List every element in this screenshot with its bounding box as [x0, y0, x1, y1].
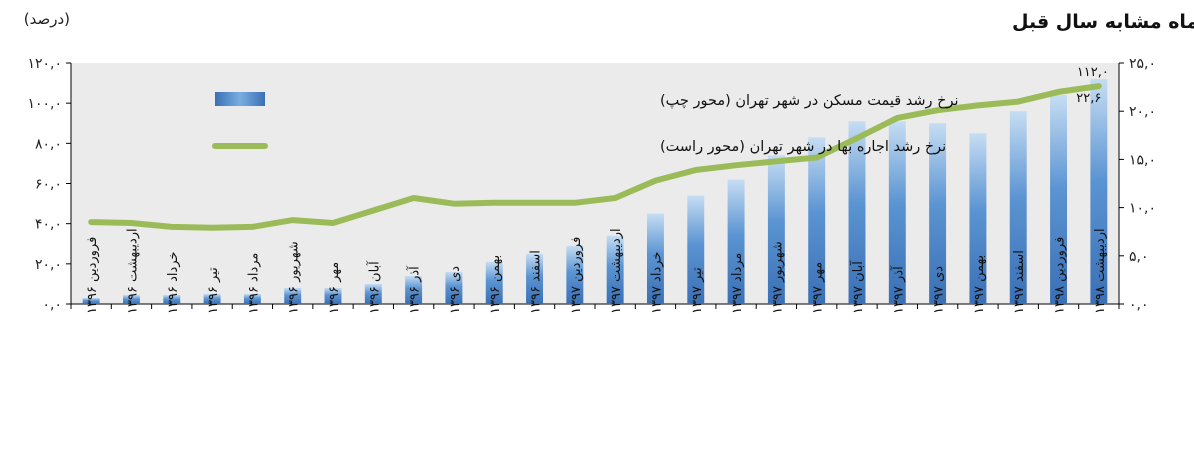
- x-category-label: آذر ۱۳۹۷: [889, 265, 906, 314]
- x-category-label: دی ۱۳۹۶: [448, 266, 463, 314]
- chart-title: روند رشد ماهانه قیمت مسکن و اجاره‌بها در…: [1012, 11, 1194, 33]
- bar: [324, 287, 342, 304]
- x-category-label: بهمن ۱۳۹۶: [488, 255, 503, 314]
- bar-series: [82, 79, 1108, 304]
- right-axis: ۰,۰ ۵,۰ ۱۰,۰ ۱۵,۰ ۲۰,۰ ۲۵,۰: [1118, 56, 1156, 313]
- left-tick-label: ۰,۰: [43, 297, 63, 313]
- legend-swatch-bar: [215, 92, 265, 106]
- left-tick-label: ۶۰,۰: [35, 177, 62, 193]
- x-category-label: مرداد ۱۳۹۷: [730, 253, 745, 314]
- bar: [1009, 111, 1027, 304]
- bar: [606, 235, 624, 304]
- bar: [405, 275, 423, 304]
- bar: [445, 271, 463, 304]
- bar: [526, 253, 544, 304]
- legend-label-line: نرخ رشد اجاره بها در شهر تهران (محور راس…: [660, 139, 946, 155]
- x-category-label: اردیبهشت ۱۳۹۶: [125, 228, 140, 314]
- x-category-label: خرداد ۱۳۹۷: [649, 252, 664, 314]
- bar: [364, 283, 382, 304]
- right-tick-label: ۱۵,۰: [1129, 152, 1156, 168]
- x-category-label: اردیبهشت ۱۳۹۷: [609, 228, 624, 314]
- x-category-label: فروردین ۱۳۹۸: [1053, 237, 1068, 314]
- left-tick-label: ۱۲۰,۰: [27, 56, 62, 72]
- x-category-label: دی ۱۳۹۷: [932, 266, 947, 314]
- x-category-label: شهریور ۱۳۹۶: [287, 241, 302, 314]
- x-category-label: تیر ۱۳۹۶: [206, 267, 221, 314]
- data-label: ۲۲,۶: [1076, 91, 1101, 106]
- unit-label: (درصد): [24, 10, 70, 28]
- x-category-label: شهریور ۱۳۹۷: [770, 241, 785, 314]
- bar: [243, 293, 261, 304]
- rent-growth-line: [88, 83, 1102, 231]
- x-category-label: مهر ۱۳۹۷: [811, 262, 826, 314]
- bar: [808, 137, 826, 304]
- legend: نرخ رشد قیمت مسکن در شهر تهران (محور چپ)…: [212, 92, 959, 155]
- bar: [163, 294, 181, 304]
- bar: [485, 261, 503, 304]
- x-axis-categories: فروردین ۱۳۹۶ اردیبهشت ۱۳۹۶ خرداد ۱۳۹۶ تیر ۱…: [85, 228, 1108, 314]
- x-category-label: اسفند ۱۳۹۷: [1012, 250, 1027, 314]
- bar: [727, 179, 745, 304]
- bar: [848, 121, 866, 304]
- bar: [122, 294, 140, 304]
- x-category-label: خرداد ۱۳۹۶: [166, 252, 181, 314]
- bar: [646, 213, 664, 304]
- bar: [566, 245, 584, 304]
- x-category-label: فروردین ۱۳۹۶: [85, 237, 100, 314]
- bar: [203, 293, 221, 304]
- bar: [1050, 95, 1068, 304]
- bar: [687, 195, 705, 304]
- x-category-label: بهمن ۱۳۹۷: [972, 255, 987, 314]
- bar: [1090, 79, 1108, 304]
- legend-label-bar: نرخ رشد قیمت مسکن در شهر تهران (محور چپ): [660, 93, 959, 109]
- data-label: ۱۱۲,۰: [1077, 65, 1109, 80]
- left-tick-label: ۱۰۰,۰: [27, 96, 62, 112]
- x-category-label: مهر ۱۳۹۶: [327, 262, 342, 314]
- bar: [284, 287, 302, 304]
- left-tick-label: ۴۰,۰: [35, 217, 62, 233]
- left-tick-label: ۸۰,۰: [35, 136, 62, 152]
- x-category-label: مرداد ۱۳۹۶: [246, 253, 261, 314]
- right-tick-label: ۲۵,۰: [1129, 56, 1156, 72]
- x-category-label: اردیبهشت ۱۳۹۸: [1093, 228, 1108, 314]
- x-category-label: اسفند ۱۳۹۶: [529, 250, 544, 314]
- left-tick-label: ۲۰,۰: [35, 257, 62, 273]
- bar: [969, 133, 987, 304]
- bar: [929, 123, 947, 304]
- bar: [888, 121, 906, 304]
- bar: [82, 297, 100, 304]
- line-series: [88, 83, 1102, 231]
- x-category-label: تیر ۱۳۹۷: [690, 267, 705, 314]
- right-tick-label: ۰,۰: [1129, 297, 1149, 313]
- bar: [767, 155, 785, 304]
- right-tick-label: ۱۰,۰: [1129, 201, 1156, 217]
- data-labels: ۱۱۲,۰ ۲۲,۶: [1076, 65, 1109, 106]
- x-category-label: آذر ۱۳۹۶: [406, 265, 423, 314]
- x-category-label: فروردین ۱۳۹۷: [569, 237, 584, 314]
- right-tick-label: ۵,۰: [1129, 249, 1149, 265]
- x-category-label: آبان ۱۳۹۷: [849, 260, 866, 314]
- right-tick-label: ۲۰,۰: [1129, 104, 1156, 120]
- x-category-label: آبان ۱۳۹۶: [365, 260, 382, 314]
